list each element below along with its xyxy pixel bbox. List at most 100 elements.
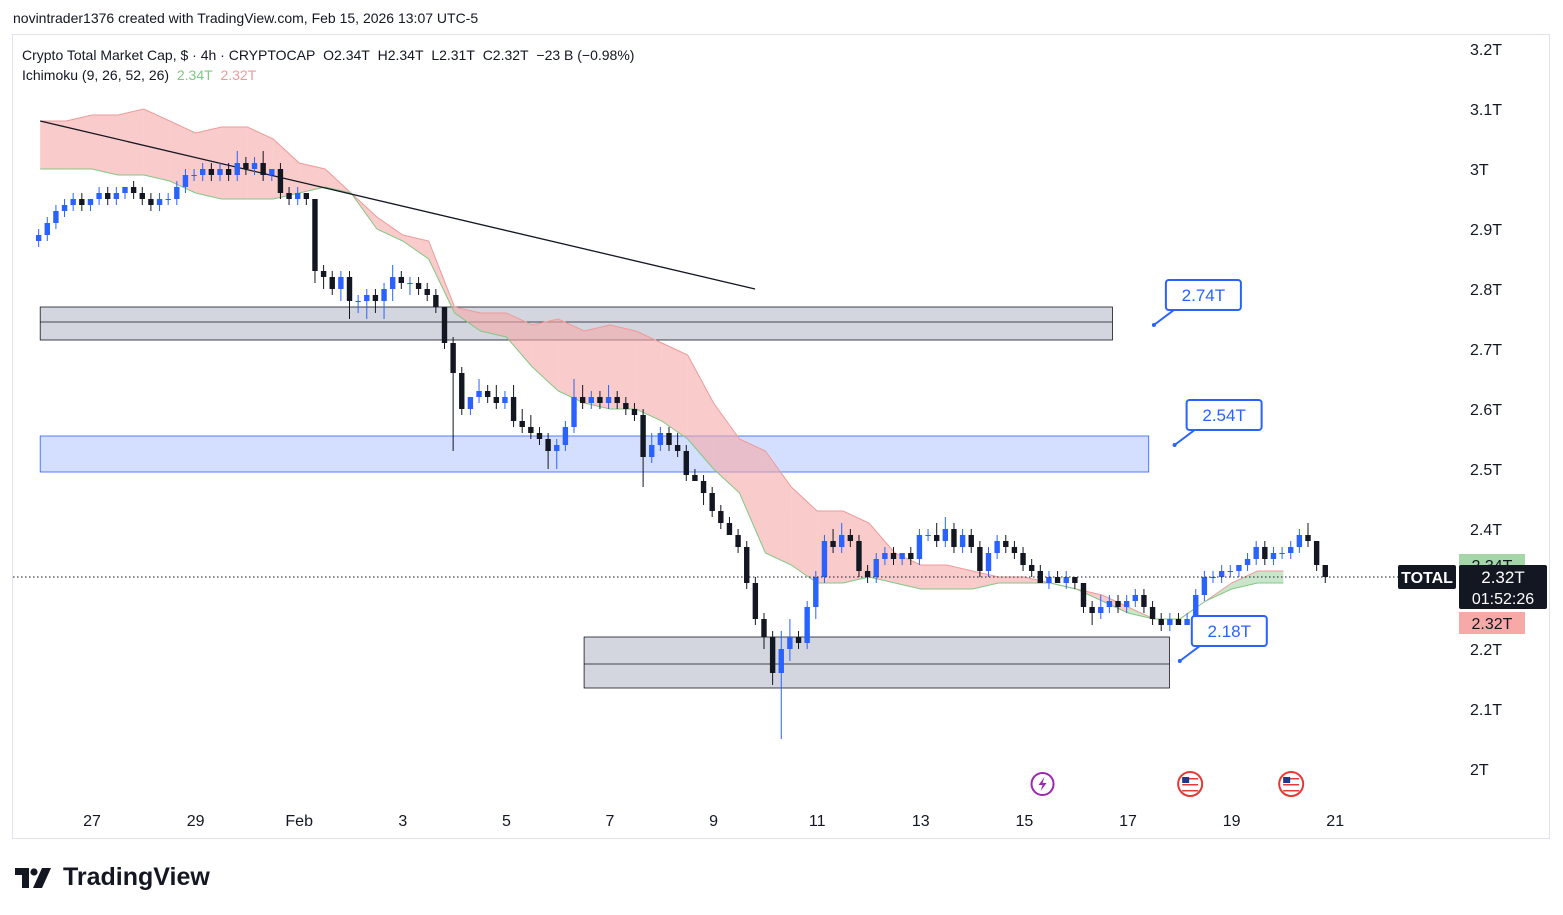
candle bbox=[156, 193, 163, 211]
candle-body bbox=[649, 445, 655, 457]
candle bbox=[1141, 589, 1147, 613]
candle bbox=[191, 169, 197, 181]
candle bbox=[415, 277, 422, 295]
candle bbox=[795, 631, 802, 649]
candle bbox=[968, 529, 974, 553]
candle bbox=[692, 469, 698, 481]
ichimoku-cloud-segment bbox=[843, 511, 869, 583]
x-tick-label: 11 bbox=[809, 813, 826, 830]
candle bbox=[53, 205, 59, 229]
ichimoku-cloud-segment bbox=[584, 325, 610, 409]
candle-body bbox=[1270, 553, 1277, 559]
candle-body bbox=[243, 163, 249, 169]
tradingview-logo[interactable]: TradingView bbox=[13, 863, 210, 892]
candle bbox=[433, 289, 439, 313]
candle-body bbox=[744, 547, 750, 583]
candle bbox=[674, 433, 681, 457]
candles-layer bbox=[35, 151, 1328, 739]
x-tick-label: 7 bbox=[606, 813, 615, 830]
candle-body bbox=[225, 169, 232, 175]
ichimoku-cloud-segment bbox=[635, 331, 662, 421]
candle-body bbox=[700, 481, 707, 493]
candle bbox=[1123, 595, 1130, 613]
candle bbox=[631, 403, 638, 421]
ichimoku-cloud-segment bbox=[247, 127, 274, 199]
candle-body bbox=[1028, 565, 1035, 571]
candle-body bbox=[407, 283, 413, 284]
x-tick-label: 9 bbox=[709, 813, 718, 830]
candle-body bbox=[623, 403, 629, 409]
ichimoku-cloud-segment bbox=[169, 121, 196, 193]
candle-body bbox=[484, 391, 491, 397]
candle-body bbox=[165, 199, 171, 200]
candle bbox=[1175, 613, 1182, 625]
candle bbox=[476, 379, 482, 403]
events-layer bbox=[1030, 771, 1305, 797]
ichimoku-cloud-segment bbox=[532, 319, 559, 391]
price-callout[interactable]: 2.74T bbox=[1151, 279, 1242, 327]
candle-body bbox=[1141, 595, 1147, 607]
candle bbox=[389, 265, 396, 301]
trendline-layer bbox=[40, 120, 756, 290]
x-tick-label: 27 bbox=[83, 813, 101, 830]
candle-body bbox=[329, 277, 335, 289]
candle bbox=[1037, 565, 1044, 583]
candle-body bbox=[398, 277, 405, 283]
us-flag-event-icon[interactable] bbox=[1278, 771, 1305, 797]
candle bbox=[744, 541, 750, 589]
ichimoku-cloud-segment bbox=[739, 439, 766, 553]
lower-gray-zone bbox=[583, 636, 1170, 689]
candle-body bbox=[1158, 619, 1164, 625]
chart-frame bbox=[12, 34, 1550, 839]
candle-body bbox=[113, 193, 120, 199]
us-flag-event-icon[interactable] bbox=[1177, 771, 1204, 797]
candle bbox=[70, 193, 76, 211]
y-tick-label: 2.1T bbox=[1470, 702, 1502, 719]
candle bbox=[441, 307, 448, 349]
candle bbox=[1253, 541, 1259, 565]
ichimoku-cloud-segment bbox=[506, 313, 533, 367]
candle-body bbox=[1296, 535, 1303, 547]
candle bbox=[1322, 565, 1328, 583]
candle bbox=[364, 289, 370, 319]
span-b-tag-label: 2.32T bbox=[1472, 616, 1513, 633]
candle bbox=[649, 433, 655, 463]
candle-body bbox=[1253, 547, 1259, 559]
candle bbox=[407, 277, 413, 295]
candle-body bbox=[389, 277, 396, 289]
legend-indicator-row: Ichimoku (9, 26, 52, 26) 2.34T 2.32T bbox=[22, 65, 634, 85]
ichimoku-cloud-segment bbox=[195, 127, 222, 199]
y-tick-label: 3.1T bbox=[1470, 102, 1502, 119]
candle bbox=[1072, 577, 1078, 589]
lightning-event-icon[interactable] bbox=[1030, 772, 1055, 796]
candle bbox=[813, 571, 819, 619]
price-callout[interactable]: 2.18T bbox=[1177, 615, 1268, 663]
candle bbox=[286, 187, 292, 205]
legend-indicator-value-a: 2.34T bbox=[176, 67, 213, 83]
y-axis: 3.2T3.1T3T2.9T2.8T2.7T2.6T2.5T2.4T2.3T2.… bbox=[1470, 42, 1502, 779]
candle-body bbox=[502, 397, 508, 403]
legend-indicator[interactable]: Ichimoku (9, 26, 52, 26) bbox=[22, 67, 170, 83]
candle-body bbox=[916, 535, 923, 559]
legend-symbol[interactable]: Crypto Total Market Cap, $ · 4h · CRYPTO… bbox=[22, 47, 316, 63]
candle-body bbox=[1123, 601, 1130, 607]
candle-body bbox=[839, 535, 845, 547]
candle-body bbox=[320, 271, 327, 277]
candle bbox=[666, 427, 672, 451]
candle-body bbox=[761, 619, 767, 637]
candle-body bbox=[804, 607, 810, 643]
candle bbox=[933, 523, 940, 547]
callouts-layer: 2.74T 2.54T 2.18T bbox=[1151, 279, 1268, 663]
price-callout[interactable]: 2.54T bbox=[1172, 399, 1263, 447]
x-tick-label: 3 bbox=[398, 813, 407, 830]
candle bbox=[381, 283, 387, 319]
candle-body bbox=[450, 343, 456, 373]
candle bbox=[571, 379, 577, 433]
flag-stripe bbox=[1182, 781, 1199, 783]
candle bbox=[1046, 571, 1052, 589]
candle bbox=[700, 475, 707, 505]
candle bbox=[545, 433, 551, 469]
candle-body bbox=[1098, 607, 1104, 613]
candle-body bbox=[415, 283, 422, 289]
